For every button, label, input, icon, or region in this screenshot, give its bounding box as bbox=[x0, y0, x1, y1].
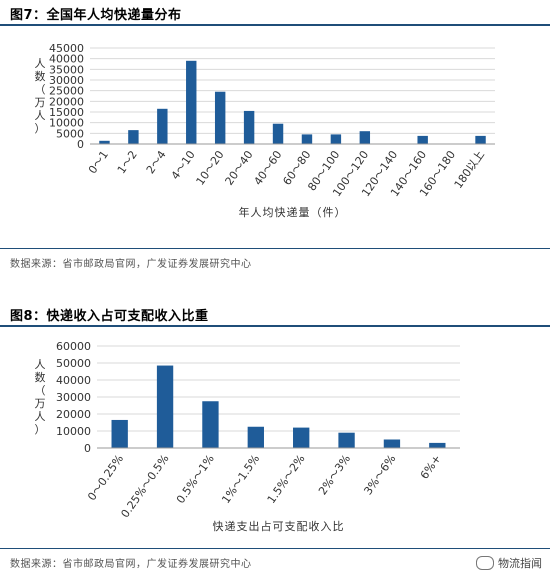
x-tick-label: 6%+ bbox=[418, 452, 444, 481]
bar-3 bbox=[247, 426, 264, 448]
bar-5 bbox=[243, 110, 255, 144]
x-axis-label: 快递支出占可支配收入比 bbox=[213, 519, 345, 533]
y-tick-label: 10000 bbox=[56, 425, 91, 438]
x-tick-label: 1.5%～2% bbox=[265, 452, 308, 506]
bar-0 bbox=[111, 419, 128, 448]
y-tick-label: 0 bbox=[84, 442, 91, 455]
bar-2 bbox=[202, 401, 219, 448]
wechat-icon bbox=[476, 556, 494, 570]
figure-8-title: 图8：快递收入占可支配收入比重 bbox=[10, 309, 209, 324]
x-tick-label: 2%～3% bbox=[316, 452, 353, 497]
x-tick-label: 0～0.25% bbox=[85, 452, 126, 503]
bar-8 bbox=[330, 134, 342, 144]
y-axis-label: 人数（万人） bbox=[35, 57, 46, 135]
x-tick-label: 10～20 bbox=[194, 148, 227, 187]
y-tick-label: 40000 bbox=[56, 374, 91, 387]
figure-7-source-rule bbox=[0, 248, 550, 249]
y-axis-label: 人数（万人） bbox=[35, 358, 46, 436]
x-tick-label: 20～40 bbox=[223, 148, 256, 187]
y-tick-label: 10000 bbox=[49, 117, 84, 130]
figure-7-title: 图7：全国年人均快递量分布 bbox=[10, 8, 182, 23]
bar-5 bbox=[338, 432, 355, 448]
bar-1 bbox=[156, 365, 174, 448]
x-tick-label: 3%～6% bbox=[361, 452, 398, 497]
y-tick-label: 35000 bbox=[49, 63, 84, 76]
y-tick-label: 30000 bbox=[56, 391, 91, 404]
x-axis-label: 年人均快递量（件） bbox=[239, 205, 347, 219]
y-tick-label: 40000 bbox=[49, 53, 84, 66]
bar-6 bbox=[383, 439, 401, 448]
x-tick-label: 40～60 bbox=[251, 148, 284, 187]
bar-4 bbox=[293, 427, 310, 448]
y-tick-label: 30000 bbox=[49, 74, 84, 87]
figure-8-source: 数据来源：省市邮政局官网，广发证券发展研究中心 bbox=[10, 559, 252, 570]
bar-6 bbox=[272, 123, 284, 144]
figure-8-title-rule bbox=[0, 325, 550, 327]
y-tick-label: 20000 bbox=[49, 95, 84, 108]
x-tick-label: 0.5%～1% bbox=[174, 452, 217, 506]
bar-1 bbox=[128, 130, 139, 144]
x-tick-label: 2～4 bbox=[144, 148, 169, 176]
bar-0 bbox=[99, 140, 110, 144]
y-tick-label: 20000 bbox=[56, 408, 91, 421]
bar-9 bbox=[359, 131, 371, 144]
x-tick-label: 0.25%～0.5% bbox=[118, 452, 171, 520]
bar-7 bbox=[429, 442, 446, 448]
figure-8-source-rule bbox=[0, 548, 550, 549]
y-tick-label: 5000 bbox=[56, 127, 84, 140]
y-tick-label: 45000 bbox=[49, 42, 84, 55]
figure-8-chart: 01000020000300004000050000600000～0.25%0.… bbox=[35, 340, 460, 533]
bar-11 bbox=[417, 135, 428, 144]
y-tick-label: 60000 bbox=[56, 340, 91, 353]
y-tick-label: 15000 bbox=[49, 106, 84, 119]
watermark: 物流指闻 bbox=[476, 555, 542, 571]
watermark-text: 物流指闻 bbox=[498, 557, 542, 570]
x-tick-label: 1%～1.5% bbox=[219, 452, 262, 506]
x-tick-label: 180以上 bbox=[452, 148, 487, 191]
y-tick-label: 0 bbox=[77, 138, 84, 151]
bar-4 bbox=[214, 91, 226, 144]
figure-7-chart: 0500010000150002000025000300003500040000… bbox=[35, 42, 495, 219]
bar-13 bbox=[475, 135, 486, 144]
y-tick-label: 25000 bbox=[49, 85, 84, 98]
y-tick-label: 50000 bbox=[56, 357, 91, 370]
x-tick-label: 1～2 bbox=[115, 148, 140, 176]
bar-7 bbox=[301, 134, 313, 144]
x-tick-label: 0～1 bbox=[86, 148, 111, 176]
x-tick-label: 4～10 bbox=[169, 148, 198, 182]
figure-7-title-rule bbox=[0, 24, 550, 26]
bar-3 bbox=[186, 60, 197, 144]
figure-7-source: 数据来源：省市邮政局官网，广发证券发展研究中心 bbox=[10, 259, 252, 270]
bar-2 bbox=[157, 108, 168, 144]
